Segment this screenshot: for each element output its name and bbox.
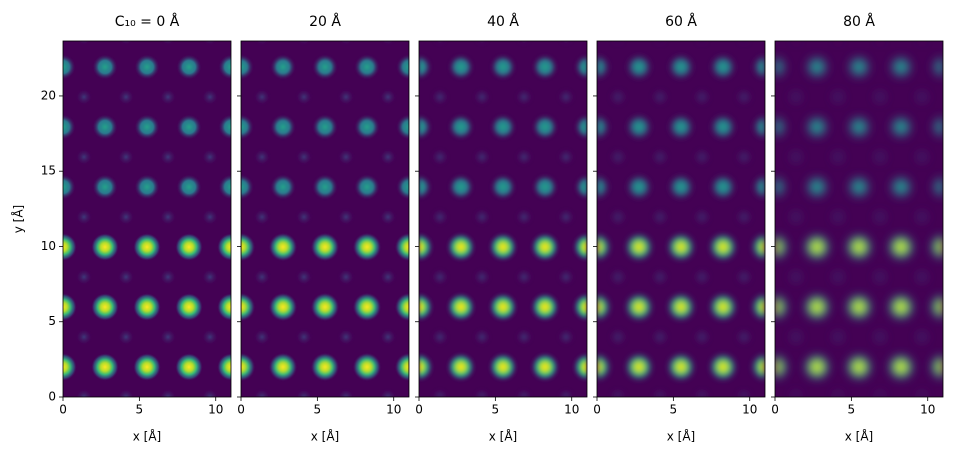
y-tick-label: 5 <box>48 314 56 328</box>
intensity <box>775 41 943 397</box>
x-tick-label: 5 <box>492 403 500 417</box>
panel-title: 40 Å <box>487 13 519 30</box>
panel: 20 Å 0 5 10 x [Å] <box>237 13 410 444</box>
dim-rows <box>419 41 587 217</box>
y-tick-label: 20 <box>41 88 56 102</box>
x-tick-label: 0 <box>237 403 245 417</box>
heatmap-image <box>775 41 943 397</box>
panel-title: C₁₀ = 0 Å <box>115 13 180 30</box>
intensity <box>597 41 765 397</box>
intensity <box>241 41 409 397</box>
dim-rows <box>63 41 231 217</box>
x-axis-label: x [Å] <box>845 429 874 444</box>
frame <box>62 40 232 398</box>
dim-rows <box>241 41 409 217</box>
x-axis-label: x [Å] <box>489 429 518 444</box>
bright-rows <box>775 217 943 397</box>
bright-rows <box>419 217 587 397</box>
panel: 80 Å 0 5 10 x [Å] <box>771 13 944 444</box>
intensity <box>63 41 231 397</box>
y-axis-label: y [Å] <box>11 205 26 234</box>
bright-rows <box>63 217 231 397</box>
intensity <box>419 41 587 397</box>
y-tick-label: 10 <box>41 239 56 253</box>
x-axis-label: x [Å] <box>311 429 340 444</box>
panel: 40 Å 0 5 10 x [Å] <box>415 13 588 444</box>
panel-title: 80 Å <box>843 13 875 30</box>
x-tick-label: 5 <box>848 403 856 417</box>
x-tick-label: 10 <box>564 403 579 417</box>
bright-rows <box>597 217 765 397</box>
x-axis-label: x [Å] <box>667 429 696 444</box>
frame <box>596 40 766 398</box>
dim-rows <box>597 41 765 217</box>
x-tick-label: 10 <box>920 403 935 417</box>
heatmap-image <box>241 41 409 397</box>
panel: C₁₀ = 0 Å 0 5 10 x [Å] 0 5 10 15 20 y [Å] <box>11 13 232 444</box>
x-axis-label: x [Å] <box>133 429 162 444</box>
x-tick-label: 0 <box>593 403 601 417</box>
frame <box>240 40 410 398</box>
y-tick-label: 0 <box>48 390 56 404</box>
x-tick-label: 0 <box>59 403 67 417</box>
panel-title: 20 Å <box>309 13 341 30</box>
panel: 60 Å 0 5 10 x [Å] <box>593 13 766 444</box>
x-tick-label: 0 <box>415 403 423 417</box>
x-tick-label: 5 <box>314 403 322 417</box>
x-tick-label: 0 <box>771 403 779 417</box>
x-tick-label: 10 <box>386 403 401 417</box>
heatmap-image <box>419 41 587 397</box>
panel-title: 60 Å <box>665 13 697 30</box>
heatmap-image <box>597 41 765 397</box>
y-tick-label: 15 <box>41 164 56 178</box>
heatmap-image <box>63 41 231 397</box>
bright-rows <box>241 217 409 397</box>
frame <box>774 40 944 398</box>
frame <box>418 40 588 398</box>
x-tick-label: 10 <box>208 403 223 417</box>
x-tick-label: 5 <box>136 403 144 417</box>
x-tick-label: 5 <box>670 403 678 417</box>
dim-rows <box>775 41 943 217</box>
x-tick-label: 10 <box>742 403 757 417</box>
